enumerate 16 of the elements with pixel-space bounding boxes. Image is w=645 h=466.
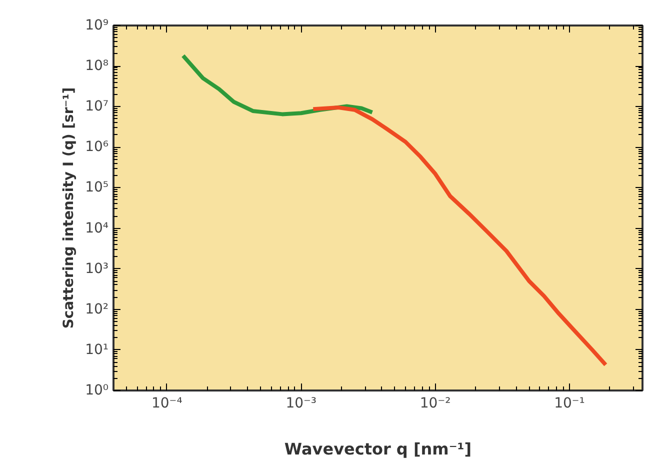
- y-tick-label: 10³: [85, 260, 109, 277]
- y-tick-label: 10¹: [85, 342, 109, 358]
- y-axis-title: Scattering intensity I (q) [sr⁻¹]: [61, 87, 78, 329]
- x-tick-label: 10⁻³: [286, 396, 317, 412]
- y-tick-label: 10⁶: [85, 139, 109, 156]
- x-tick-label: 10⁻¹: [554, 396, 585, 412]
- y-tick-label: 10⁴: [85, 220, 109, 236]
- y-tick-label: 10⁵: [85, 180, 109, 196]
- y-tick-label: 10⁰: [85, 382, 109, 398]
- x-tick-label: 10⁻²: [420, 396, 451, 412]
- x-tick-label: 10⁻⁴: [151, 396, 183, 412]
- y-tick-label: 10⁷: [85, 98, 109, 115]
- x-axis-title: Wavevector q [nm⁻¹]: [284, 440, 472, 458]
- y-tick-label: 10⁹: [85, 18, 109, 34]
- y-tick-label: 10²: [85, 301, 109, 318]
- y-tick-label: 10⁸: [85, 58, 109, 74]
